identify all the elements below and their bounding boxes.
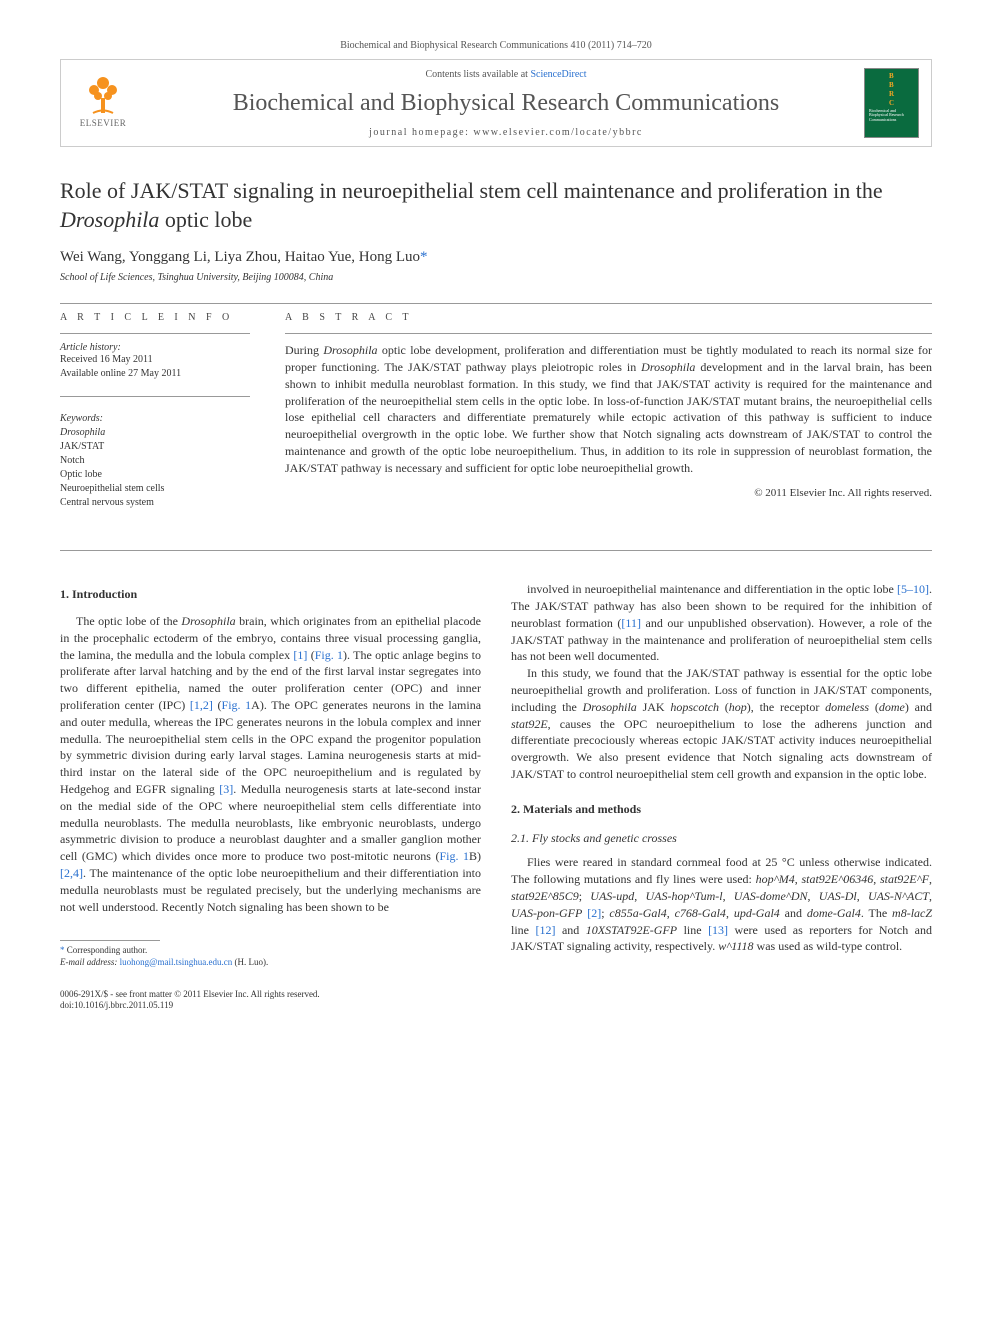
journal-bar: ELSEVIER Contents lists available at Sci… bbox=[60, 59, 932, 147]
footer-copyright: 0006-291X/$ - see front matter © 2011 El… bbox=[60, 989, 932, 1001]
abstract-divider bbox=[285, 333, 932, 334]
article-title: Role of JAK/STAT signaling in neuroepith… bbox=[60, 177, 932, 234]
cover-title: Biochemical and Biophysical Research Com… bbox=[867, 107, 916, 124]
methods-heading: 2. Materials and methods bbox=[511, 801, 932, 818]
keyword-0: Drosophila bbox=[60, 426, 250, 440]
journal-reference: Biochemical and Biophysical Research Com… bbox=[60, 40, 932, 51]
affiliation: School of Life Sciences, Tsinghua Univer… bbox=[60, 272, 932, 283]
journal-name: Biochemical and Biophysical Research Com… bbox=[148, 90, 864, 117]
cover-letter-r: R bbox=[889, 91, 894, 98]
article-info-heading: A R T I C L E I N F O bbox=[60, 312, 250, 323]
keywords-block: Keywords: Drosophila JAK/STAT Notch Opti… bbox=[60, 412, 250, 510]
divider-bottom bbox=[60, 550, 932, 551]
elsevier-label: ELSEVIER bbox=[80, 118, 127, 128]
contents-prefix: Contents lists available at bbox=[425, 69, 530, 80]
email-link[interactable]: luohong@mail.tsinghua.edu.cn bbox=[120, 957, 233, 967]
page-footer: 0006-291X/$ - see front matter © 2011 El… bbox=[60, 989, 932, 1012]
cover-letter-b1: B bbox=[889, 73, 894, 80]
abstract-copyright: © 2011 Elsevier Inc. All rights reserved… bbox=[285, 487, 932, 499]
email-footnote: E-mail address: luohong@mail.tsinghua.ed… bbox=[60, 957, 481, 969]
paragraph: In this study, we found that the JAK/STA… bbox=[511, 665, 932, 783]
history-label: Article history: bbox=[60, 342, 250, 353]
intro-heading: 1. Introduction bbox=[60, 586, 481, 603]
abstract: A B S T R A C T During Drosophila optic … bbox=[285, 312, 932, 510]
author-list: Wei Wang, Yonggang Li, Liya Zhou, Haitao… bbox=[60, 249, 932, 266]
abstract-heading: A B S T R A C T bbox=[285, 312, 932, 323]
footnote-divider bbox=[60, 940, 160, 941]
corresponding-footnote: * * Corresponding author.Corresponding a… bbox=[60, 945, 481, 957]
info-divider-2 bbox=[60, 396, 250, 397]
keyword-1: JAK/STAT bbox=[60, 440, 250, 454]
email-suffix: (H. Luo). bbox=[234, 957, 268, 967]
received-date: Received 16 May 2011 bbox=[60, 353, 250, 367]
title-pre: Role of JAK/STAT signaling in neuroepith… bbox=[60, 178, 883, 203]
paragraph: Flies were reared in standard cornmeal f… bbox=[511, 854, 932, 955]
elsevier-tree-icon bbox=[78, 68, 128, 118]
journal-homepage: journal homepage: www.elsevier.com/locat… bbox=[148, 127, 864, 138]
email-label: E-mail address: bbox=[60, 957, 117, 967]
article-info: A R T I C L E I N F O Article history: R… bbox=[60, 312, 250, 510]
keywords-label: Keywords: bbox=[60, 412, 250, 426]
column-left: 1. Introduction The optic lobe of the Dr… bbox=[60, 581, 481, 969]
journal-cover-thumbnail: B B R C Biochemical and Biophysical Rese… bbox=[864, 68, 919, 138]
paragraph: The optic lobe of the Drosophila brain, … bbox=[60, 613, 481, 915]
corresponding-mark: * bbox=[420, 249, 428, 265]
paragraph: involved in neuroepithelial maintenance … bbox=[511, 581, 932, 665]
corr-star: * bbox=[60, 945, 65, 955]
cover-letter-b2: B bbox=[889, 82, 894, 89]
footnote-block: * * Corresponding author.Corresponding a… bbox=[60, 945, 481, 968]
authors-text: Wei Wang, Yonggang Li, Liya Zhou, Haitao… bbox=[60, 249, 420, 265]
keyword-5: Central nervous system bbox=[60, 496, 250, 510]
keyword-2: Notch bbox=[60, 454, 250, 468]
divider-top bbox=[60, 303, 932, 304]
column-right: involved in neuroepithelial maintenance … bbox=[511, 581, 932, 969]
available-date: Available online 27 May 2011 bbox=[60, 367, 250, 381]
methods-subheading: 2.1. Fly stocks and genetic crosses bbox=[511, 830, 932, 847]
homepage-url[interactable]: www.elsevier.com/locate/ybbrc bbox=[473, 127, 642, 138]
title-post: optic lobe bbox=[159, 207, 252, 232]
footer-doi: doi:10.1016/j.bbrc.2011.05.119 bbox=[60, 1000, 932, 1012]
info-abstract-row: A R T I C L E I N F O Article history: R… bbox=[60, 312, 932, 510]
elsevier-logo: ELSEVIER bbox=[73, 68, 133, 138]
homepage-prefix: journal homepage: bbox=[369, 127, 473, 138]
contents-available: Contents lists available at ScienceDirec… bbox=[148, 69, 864, 80]
abstract-body: During Drosophila optic lobe development… bbox=[285, 342, 932, 476]
body-columns: 1. Introduction The optic lobe of the Dr… bbox=[60, 581, 932, 969]
keyword-3: Optic lobe bbox=[60, 468, 250, 482]
cover-letter-c: C bbox=[889, 100, 894, 107]
sciencedirect-link[interactable]: ScienceDirect bbox=[530, 69, 586, 80]
title-italic: Drosophila bbox=[60, 207, 159, 232]
info-divider-1 bbox=[60, 333, 250, 334]
journal-center: Contents lists available at ScienceDirec… bbox=[148, 69, 864, 138]
keyword-4: Neuroepithelial stem cells bbox=[60, 482, 250, 496]
